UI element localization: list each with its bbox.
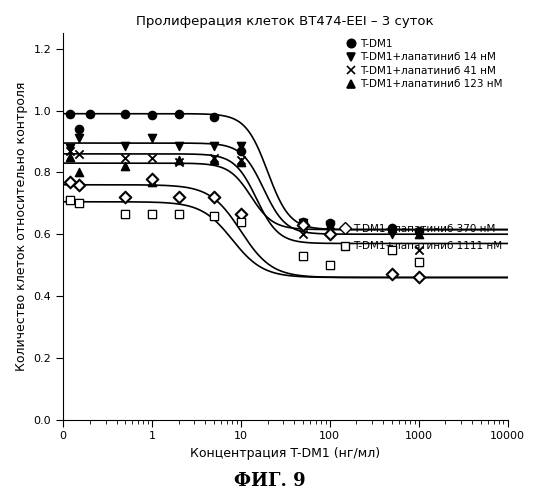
Point [121, 162, 130, 170]
Point [75, 168, 83, 176]
Point [326, 261, 334, 269]
Point [414, 274, 423, 281]
Point [210, 154, 219, 162]
Point [147, 174, 156, 182]
Point [414, 230, 423, 238]
Point [174, 142, 183, 150]
Point [388, 246, 396, 254]
X-axis label: Концентрация T-DM1 (нг/мл): Концентрация T-DM1 (нг/мл) [190, 447, 380, 460]
Point [414, 230, 423, 238]
Point [174, 193, 183, 201]
Y-axis label: Количество клеток относительно контроля: Количество клеток относительно контроля [15, 82, 28, 371]
Point [299, 230, 307, 238]
Point [66, 144, 75, 152]
Point [210, 193, 219, 201]
Point [75, 150, 83, 158]
Point [85, 110, 94, 118]
Text: ФИГ. 9: ФИГ. 9 [234, 472, 306, 490]
Point [326, 230, 334, 238]
Point [414, 227, 423, 235]
Point [237, 210, 245, 218]
Point [174, 210, 183, 218]
Title: Пролиферация клеток BT474-EEI – 3 суток: Пролиферация клеток BT474-EEI – 3 суток [137, 15, 434, 28]
Point [237, 156, 245, 164]
Point [388, 230, 396, 238]
Point [121, 110, 130, 118]
Point [299, 218, 307, 226]
Point [147, 154, 156, 162]
Point [147, 178, 156, 186]
Point [299, 220, 307, 228]
Point [66, 196, 75, 204]
Point [174, 158, 183, 166]
Point [210, 156, 219, 164]
Point [237, 142, 245, 150]
Point [147, 134, 156, 142]
Point [299, 252, 307, 260]
Point [299, 218, 307, 226]
Point [147, 210, 156, 218]
Point [210, 212, 219, 220]
Point [326, 221, 334, 229]
Point [66, 110, 75, 118]
Point [388, 224, 396, 232]
Point [147, 111, 156, 119]
Point [121, 142, 130, 150]
Point [414, 246, 423, 254]
Point [237, 147, 245, 155]
Point [237, 158, 245, 166]
Point [121, 193, 130, 201]
Point [210, 142, 219, 150]
Point [121, 154, 130, 162]
Point [388, 270, 396, 278]
Point [388, 246, 396, 254]
Point [210, 113, 219, 121]
Point [66, 153, 75, 161]
Point [75, 181, 83, 189]
Point [75, 125, 83, 133]
Point [326, 221, 334, 229]
Point [75, 134, 83, 142]
Point [174, 156, 183, 164]
Point [121, 210, 130, 218]
Point [299, 221, 307, 229]
Point [388, 224, 396, 232]
Legend: T-DM1+лапатиниб 370 нМ, T-DM1+лапатиниб 1111 нМ: T-DM1+лапатиниб 370 нМ, T-DM1+лапатиниб … [341, 224, 502, 252]
Point [66, 147, 75, 155]
Point [326, 220, 334, 228]
Point [174, 110, 183, 118]
Point [75, 200, 83, 207]
Point [66, 178, 75, 186]
Point [414, 258, 423, 266]
Point [237, 218, 245, 226]
